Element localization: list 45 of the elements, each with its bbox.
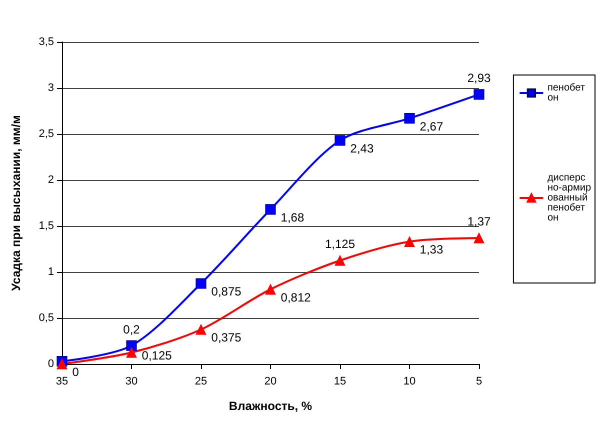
y-tick-label: 3,5 [38, 36, 54, 48]
data-label: 0,812 [280, 290, 312, 304]
data-label: 1,125 [324, 237, 356, 252]
y-tick-label: 2 [48, 174, 54, 186]
x-tick-label: 5 [476, 376, 482, 388]
data-label: 0,875 [211, 284, 242, 298]
point [196, 324, 206, 335]
x-tick-label: 30 [125, 376, 138, 388]
legend-label: дисперсно-армированный пенобетон [547, 172, 592, 224]
x-tick-label: 35 [56, 376, 68, 388]
point [404, 113, 415, 124]
data-label: 2,93 [467, 71, 491, 86]
x-tick-label: 10 [403, 376, 416, 388]
x-tick-label: 15 [334, 376, 346, 388]
y-axis-title: Усадка при высыхании, мм/м [9, 115, 23, 291]
data-label: 1,37 [467, 214, 491, 229]
point [56, 358, 68, 370]
data-label: 1,68 [280, 210, 304, 224]
data-label: 0,2 [123, 322, 140, 336]
point [474, 232, 484, 244]
point [126, 347, 137, 358]
point [404, 236, 415, 247]
data-label: 0,125 [142, 348, 172, 362]
point [265, 204, 276, 215]
y-tick-label: 1,5 [38, 220, 54, 232]
data-label: 2,67 [420, 119, 444, 134]
point [196, 278, 206, 289]
point [334, 255, 346, 266]
point [265, 284, 276, 295]
x-axis-title: Влажность, % [228, 399, 312, 413]
y-tick-label: 0 [48, 358, 54, 370]
point [126, 340, 137, 351]
data-label: 0 [72, 365, 80, 379]
y-tick-label: 0,5 [38, 312, 54, 324]
y-tick-label: 1 [48, 266, 54, 278]
data-label: 0,375 [211, 330, 242, 344]
data-label: 1,33 [420, 242, 444, 257]
point [334, 135, 346, 146]
data-label: 2,43 [350, 141, 374, 156]
y-tick-label: 2,5 [38, 128, 54, 140]
y-tick-label: 3 [48, 82, 54, 94]
point [474, 89, 484, 100]
x-tick-label: 25 [194, 376, 208, 388]
x-tick-label: 20 [264, 376, 277, 388]
legend-label: пенобетон [547, 82, 586, 104]
